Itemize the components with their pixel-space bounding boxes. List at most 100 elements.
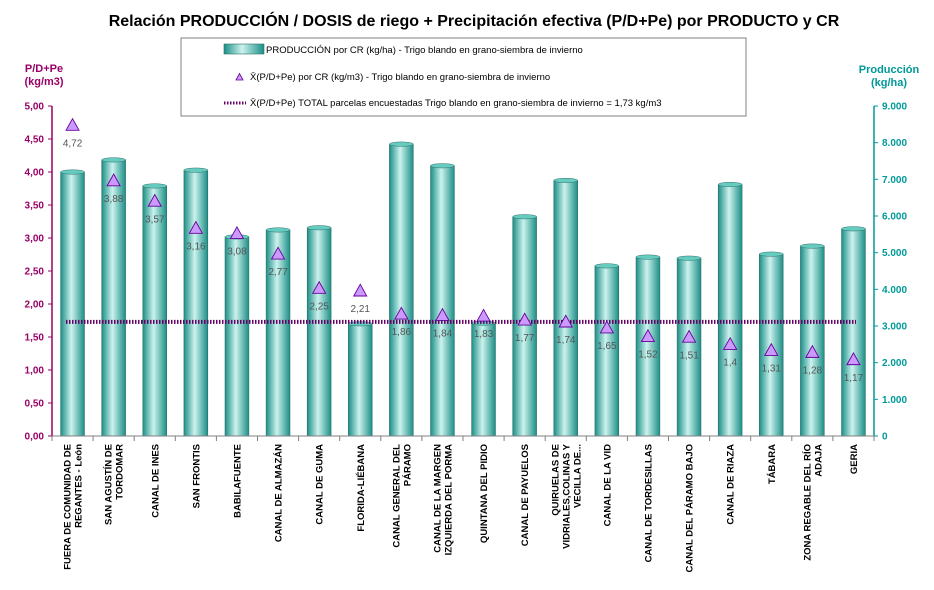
bar-top-cap bbox=[800, 243, 825, 249]
bar-top-cap bbox=[183, 167, 209, 173]
bar-top-cap bbox=[676, 255, 702, 261]
bar-production bbox=[841, 228, 866, 437]
category-label: TORDOMAR bbox=[115, 444, 126, 500]
category-label: BABILAFUENTE bbox=[232, 444, 243, 518]
legend-bar-label: PRODUCCIÓN por CR (kg/ha) - Trigo blando… bbox=[266, 45, 583, 56]
right-tick-label: 7.000 bbox=[882, 175, 907, 186]
right-axis-title-line2: (kg/ha) bbox=[871, 77, 907, 89]
category-label: GERIA bbox=[849, 444, 860, 474]
data-label-pd-pe: 1,52 bbox=[638, 350, 658, 361]
data-label-pd-pe: 2,21 bbox=[351, 304, 371, 315]
right-tick-label: 3.000 bbox=[882, 322, 907, 333]
data-label-pd-pe: 3,16 bbox=[186, 241, 206, 252]
bar-production bbox=[676, 257, 702, 437]
bar-top-cap bbox=[265, 227, 291, 233]
marker-pd-pe bbox=[188, 220, 204, 234]
bar-production bbox=[224, 236, 250, 437]
bar-top-cap bbox=[759, 251, 784, 257]
data-label-pd-pe: 2,77 bbox=[268, 267, 288, 278]
data-label-pd-pe: 3,57 bbox=[145, 214, 165, 225]
bar-top-cap bbox=[512, 214, 537, 220]
marker-pd-pe bbox=[805, 344, 820, 358]
bar-top-cap bbox=[717, 182, 743, 187]
right-tick-label: 0 bbox=[882, 432, 888, 443]
bar-top-cap bbox=[306, 225, 332, 231]
left-tick-label: 1,00 bbox=[25, 366, 45, 377]
axes: 0,00 0,50 1,00 1,50 2,00 2,50 3,00 3,50 4,00 4,50… bbox=[25, 102, 908, 573]
bar-top-cap bbox=[841, 226, 866, 232]
category-label: ZONA REGABLE DEL RÍO bbox=[802, 444, 813, 561]
data-label-pd-pe: 2,25 bbox=[309, 302, 329, 313]
marker-pd-pe bbox=[763, 342, 779, 356]
bar-production bbox=[635, 256, 661, 437]
bar-production bbox=[800, 245, 825, 437]
legend-marker-label: X̄(P/D+Pe) por CR (kg/m3) - Trigo blando… bbox=[250, 72, 550, 83]
category-label: QUIRUELAS DE bbox=[550, 444, 561, 516]
data-label-pd-pe: 1,83 bbox=[474, 329, 494, 340]
data-label-pd-pe: 3,08 bbox=[227, 247, 247, 258]
bar-production bbox=[265, 229, 291, 437]
category-label: CANAL DE LA VID bbox=[602, 444, 613, 526]
legend-marker-swatch bbox=[235, 72, 244, 81]
right-axis-title-line1: Producción bbox=[859, 64, 920, 76]
category-label: FLORIDA-LIÉBANA bbox=[356, 444, 367, 532]
marker-pd-pe bbox=[558, 314, 574, 328]
plot-area bbox=[60, 117, 866, 437]
right-tick-label: 1.000 bbox=[882, 395, 907, 406]
marker-pd-pe bbox=[106, 173, 121, 187]
bar-top-cap bbox=[430, 163, 455, 169]
left-tick-label: 0,00 bbox=[25, 432, 45, 443]
bar-production bbox=[60, 171, 85, 437]
bar-top-cap bbox=[389, 141, 414, 147]
bar-production bbox=[183, 169, 209, 437]
legend-bar-swatch bbox=[223, 43, 265, 55]
data-label-pd-pe: 1,4 bbox=[723, 358, 737, 369]
category-label: VECILLA DE... bbox=[572, 444, 583, 508]
bar-top-cap bbox=[60, 169, 85, 175]
left-tick-label: 4,50 bbox=[25, 135, 45, 146]
category-label: SAN FRONTIS bbox=[191, 444, 202, 508]
bar-production bbox=[389, 143, 414, 437]
category-label: SAN AGUSTÍN DE bbox=[104, 444, 115, 525]
marker-pd-pe bbox=[311, 280, 327, 294]
category-label: REGANTES - León bbox=[74, 444, 85, 528]
category-label: CANAL DE PAYUELOS bbox=[520, 444, 531, 546]
category-label: CANAL DE TORDESILLAS bbox=[643, 444, 654, 562]
marker-pd-pe bbox=[229, 225, 245, 240]
data-label-pd-pe: 1,28 bbox=[803, 366, 823, 377]
category-label: CANAL DEL PÁRAMO BAJO bbox=[685, 444, 696, 572]
left-tick-label: 3,00 bbox=[25, 234, 45, 245]
category-label: CANAL DE GUMA bbox=[315, 444, 326, 525]
left-tick-label: 4,00 bbox=[25, 168, 45, 179]
chart-title: Relación PRODUCCIÓN / DOSIS de riego + P… bbox=[109, 11, 840, 30]
left-axis-title-line1: P/D+Pe bbox=[25, 63, 63, 75]
right-tick-label: 5.000 bbox=[882, 248, 907, 259]
data-label-pd-pe: 1,31 bbox=[762, 364, 782, 375]
left-axis-title-line2: (kg/m3) bbox=[24, 76, 63, 88]
category-label: QUINTANA DEL PIDIO bbox=[479, 444, 490, 543]
category-label: CANAL DE INES bbox=[150, 444, 161, 518]
bar-production bbox=[306, 227, 332, 437]
bar-top-cap bbox=[553, 177, 578, 183]
data-label-pd-pe: 1,84 bbox=[433, 329, 453, 340]
marker-pd-pe bbox=[476, 308, 491, 322]
bar-top-cap bbox=[101, 157, 126, 163]
marker-pd-pe bbox=[681, 329, 697, 343]
data-label-pd-pe: 4,72 bbox=[63, 138, 83, 149]
bar-top-cap bbox=[635, 254, 661, 260]
bar-production bbox=[717, 184, 743, 437]
bar-production bbox=[512, 216, 537, 437]
category-label: IZQUIERDA DEL PORMA bbox=[443, 444, 454, 556]
left-tick-label: 1,50 bbox=[25, 333, 45, 344]
left-tick-label: 0,50 bbox=[25, 399, 45, 410]
right-tick-label: 2.000 bbox=[882, 358, 907, 369]
marker-pd-pe bbox=[65, 117, 80, 131]
data-label-pd-pe: 1,17 bbox=[844, 373, 864, 384]
bar-top-cap bbox=[594, 263, 620, 269]
legend-line-label: X̄(P/D+Pe) TOTAL parcelas encuestadas Tr… bbox=[250, 98, 662, 109]
category-label: FUERA DE COMUNIDAD DE bbox=[63, 444, 74, 570]
bar-production bbox=[553, 180, 578, 437]
left-tick-label: 5,00 bbox=[25, 102, 45, 113]
category-label: VIDRIALES,COLINAS Y bbox=[561, 443, 572, 549]
